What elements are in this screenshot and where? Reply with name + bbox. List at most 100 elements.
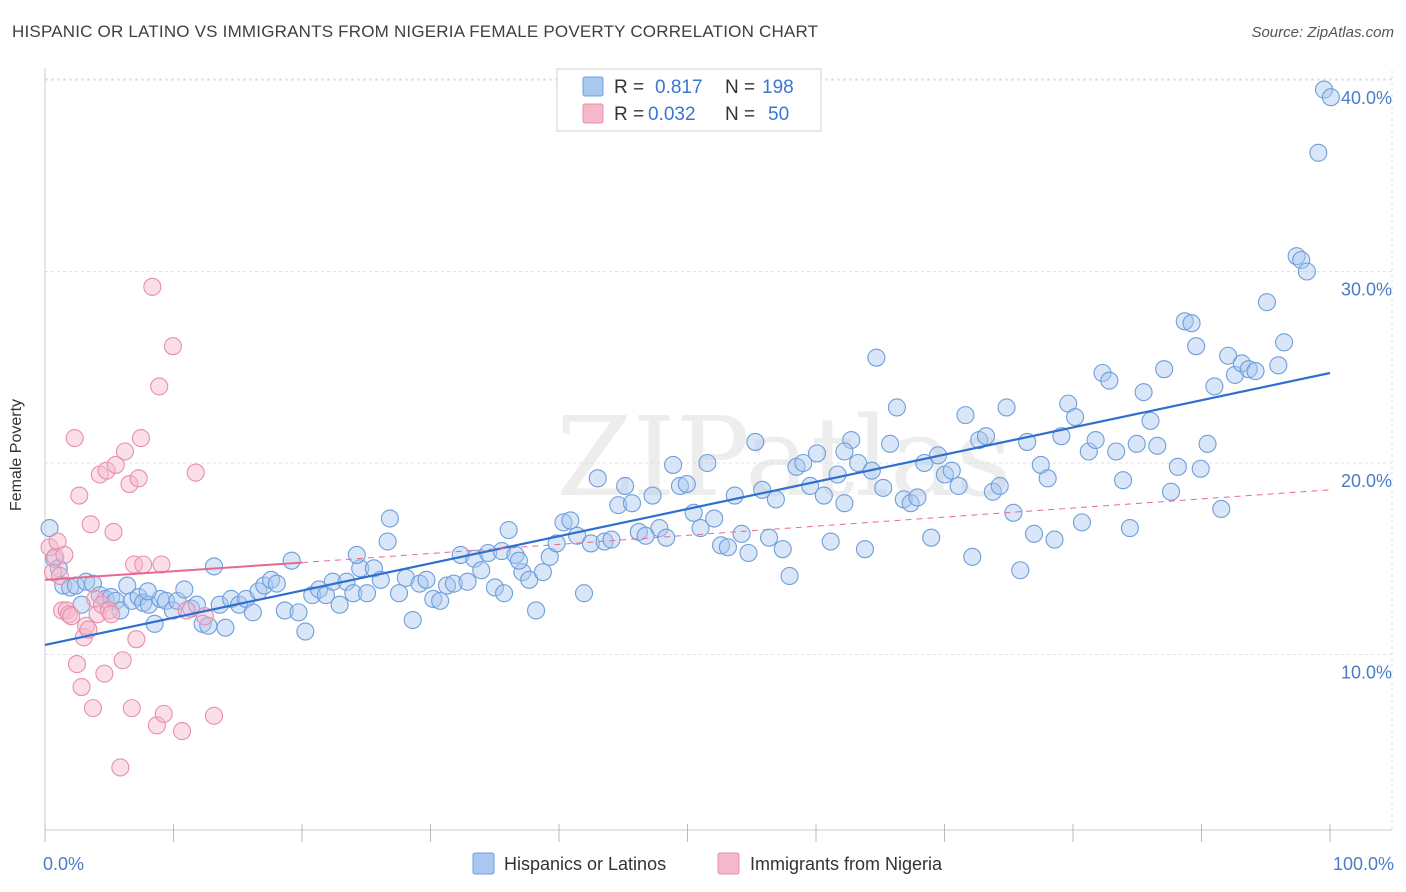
- hispanics-point: [243, 603, 262, 622]
- hispanics-point: [1246, 362, 1265, 381]
- nigeria-point: [46, 547, 65, 566]
- nigeria-point: [129, 469, 148, 488]
- hispanics-point: [1187, 337, 1206, 356]
- nigeria-point: [62, 607, 81, 626]
- hispanics-point: [389, 584, 409, 603]
- nigeria-point: [131, 429, 150, 448]
- hispanics-point: [520, 570, 539, 589]
- hispanics-point: [1100, 371, 1119, 390]
- x-tick-label-min: 0.0%: [43, 854, 84, 874]
- hispanics-point: [956, 406, 975, 425]
- hispanics-point: [289, 603, 308, 622]
- hispanics-point: [1045, 530, 1064, 549]
- nigeria-point: [88, 605, 107, 624]
- hispanics-point: [1086, 430, 1105, 450]
- hispanics-point: [849, 453, 868, 473]
- hispanics-point: [485, 578, 504, 597]
- hispanics-point: [997, 398, 1016, 417]
- hispanics-point: [1066, 407, 1085, 427]
- nigeria-point: [50, 566, 69, 586]
- hispanics-point: [1155, 360, 1174, 379]
- hispanics-point: [1198, 434, 1217, 453]
- hispanics-point: [670, 476, 690, 496]
- nigeria-point: [147, 716, 166, 735]
- hispanics-point: [444, 574, 463, 593]
- hispanics-point: [828, 465, 847, 484]
- hispanics-point: [855, 540, 875, 559]
- hispanics-point: [712, 536, 731, 555]
- hispanics-point: [922, 528, 941, 547]
- nigeria-point: [55, 545, 74, 564]
- hispanics-point: [282, 551, 301, 570]
- hispanics-point: [1072, 513, 1091, 532]
- hispanics-point: [1309, 143, 1328, 162]
- hispanics-point: [1052, 427, 1071, 446]
- hispanics-point: [561, 511, 580, 530]
- legend-n-label-2: N =: [725, 104, 755, 125]
- hispanics-point: [472, 561, 491, 580]
- hispanics-point: [732, 524, 751, 543]
- hispanics-point: [351, 559, 370, 578]
- hispanics-point: [1011, 561, 1030, 580]
- hispanics-point: [1107, 442, 1126, 461]
- legend-bottom: Hispanics or Latinos Immigrants from Nig…: [472, 852, 943, 875]
- hispanics-point: [1127, 434, 1146, 453]
- hispanics-point: [718, 538, 737, 557]
- hispanics-point: [1314, 80, 1334, 99]
- x-tick-label-max: 100.0%: [1333, 854, 1394, 874]
- hispanics-point: [609, 496, 628, 515]
- hispanics-point: [364, 559, 383, 578]
- hispanics-point: [175, 580, 194, 599]
- hispanics-point: [739, 543, 758, 563]
- nigeria-point: [106, 455, 125, 474]
- nigeria-point: [97, 461, 116, 480]
- hispanics-point: [698, 453, 717, 473]
- nigeria-point: [127, 630, 146, 649]
- hispanics-point: [106, 591, 125, 610]
- hispanics-point: [821, 532, 840, 551]
- hispanics-point: [403, 610, 422, 630]
- hispanics-point: [437, 576, 457, 595]
- hispanics-point: [527, 601, 546, 620]
- hispanics-point: [874, 478, 893, 497]
- legend-bottom-label-nigeria: Immigrants from Nigeria: [750, 854, 943, 874]
- nigeria-point: [163, 337, 182, 356]
- legend-bottom-label-hispanics: Hispanics or Latinos: [504, 854, 666, 874]
- hispanics-point: [990, 476, 1009, 496]
- nigeria-point: [102, 605, 121, 624]
- hispanics-point: [766, 490, 785, 509]
- hispanics-point: [691, 519, 710, 538]
- nigeria-point: [172, 722, 192, 741]
- hispanics-point: [574, 584, 594, 603]
- series-nigeria-points: [40, 277, 224, 777]
- y-tick-label: 10.0%: [1341, 663, 1392, 683]
- nigeria-point: [134, 555, 153, 574]
- hispanics-point: [1038, 469, 1057, 488]
- legend-bottom-swatch-hispanics: [472, 852, 495, 875]
- hispanics-point: [842, 430, 861, 450]
- axes: [44, 68, 1392, 842]
- hispanics-point: [794, 453, 813, 473]
- hispanics-point: [949, 476, 968, 496]
- hispanics-point: [1321, 88, 1340, 107]
- y-tick-label: 40.0%: [1341, 88, 1392, 108]
- trend-line-hispanics: [44, 371, 1331, 647]
- hispanics-point: [1212, 499, 1231, 519]
- hispanics-point: [622, 494, 642, 513]
- hispanics-point: [1120, 519, 1139, 538]
- series-hispanics-points: [40, 80, 1340, 641]
- legend-n-value-1: 198: [762, 77, 794, 98]
- hispanics-point: [533, 563, 552, 582]
- x-tick-labels: 0.0% 100.0%: [43, 854, 1394, 874]
- hispanics-point: [595, 532, 614, 551]
- hispanics-point: [204, 557, 224, 576]
- hispanics-point: [357, 584, 377, 603]
- legend-swatch-hispanics: [582, 76, 604, 97]
- chart-title: HISPANIC OR LATINO VS IMMIGRANTS FROM NI…: [12, 22, 819, 41]
- hispanics-point: [835, 442, 854, 461]
- legend-bottom-swatch-nigeria: [717, 852, 740, 875]
- trend-lines: [44, 371, 1331, 647]
- hispanics-point: [296, 622, 315, 641]
- hispanics-point: [547, 534, 566, 553]
